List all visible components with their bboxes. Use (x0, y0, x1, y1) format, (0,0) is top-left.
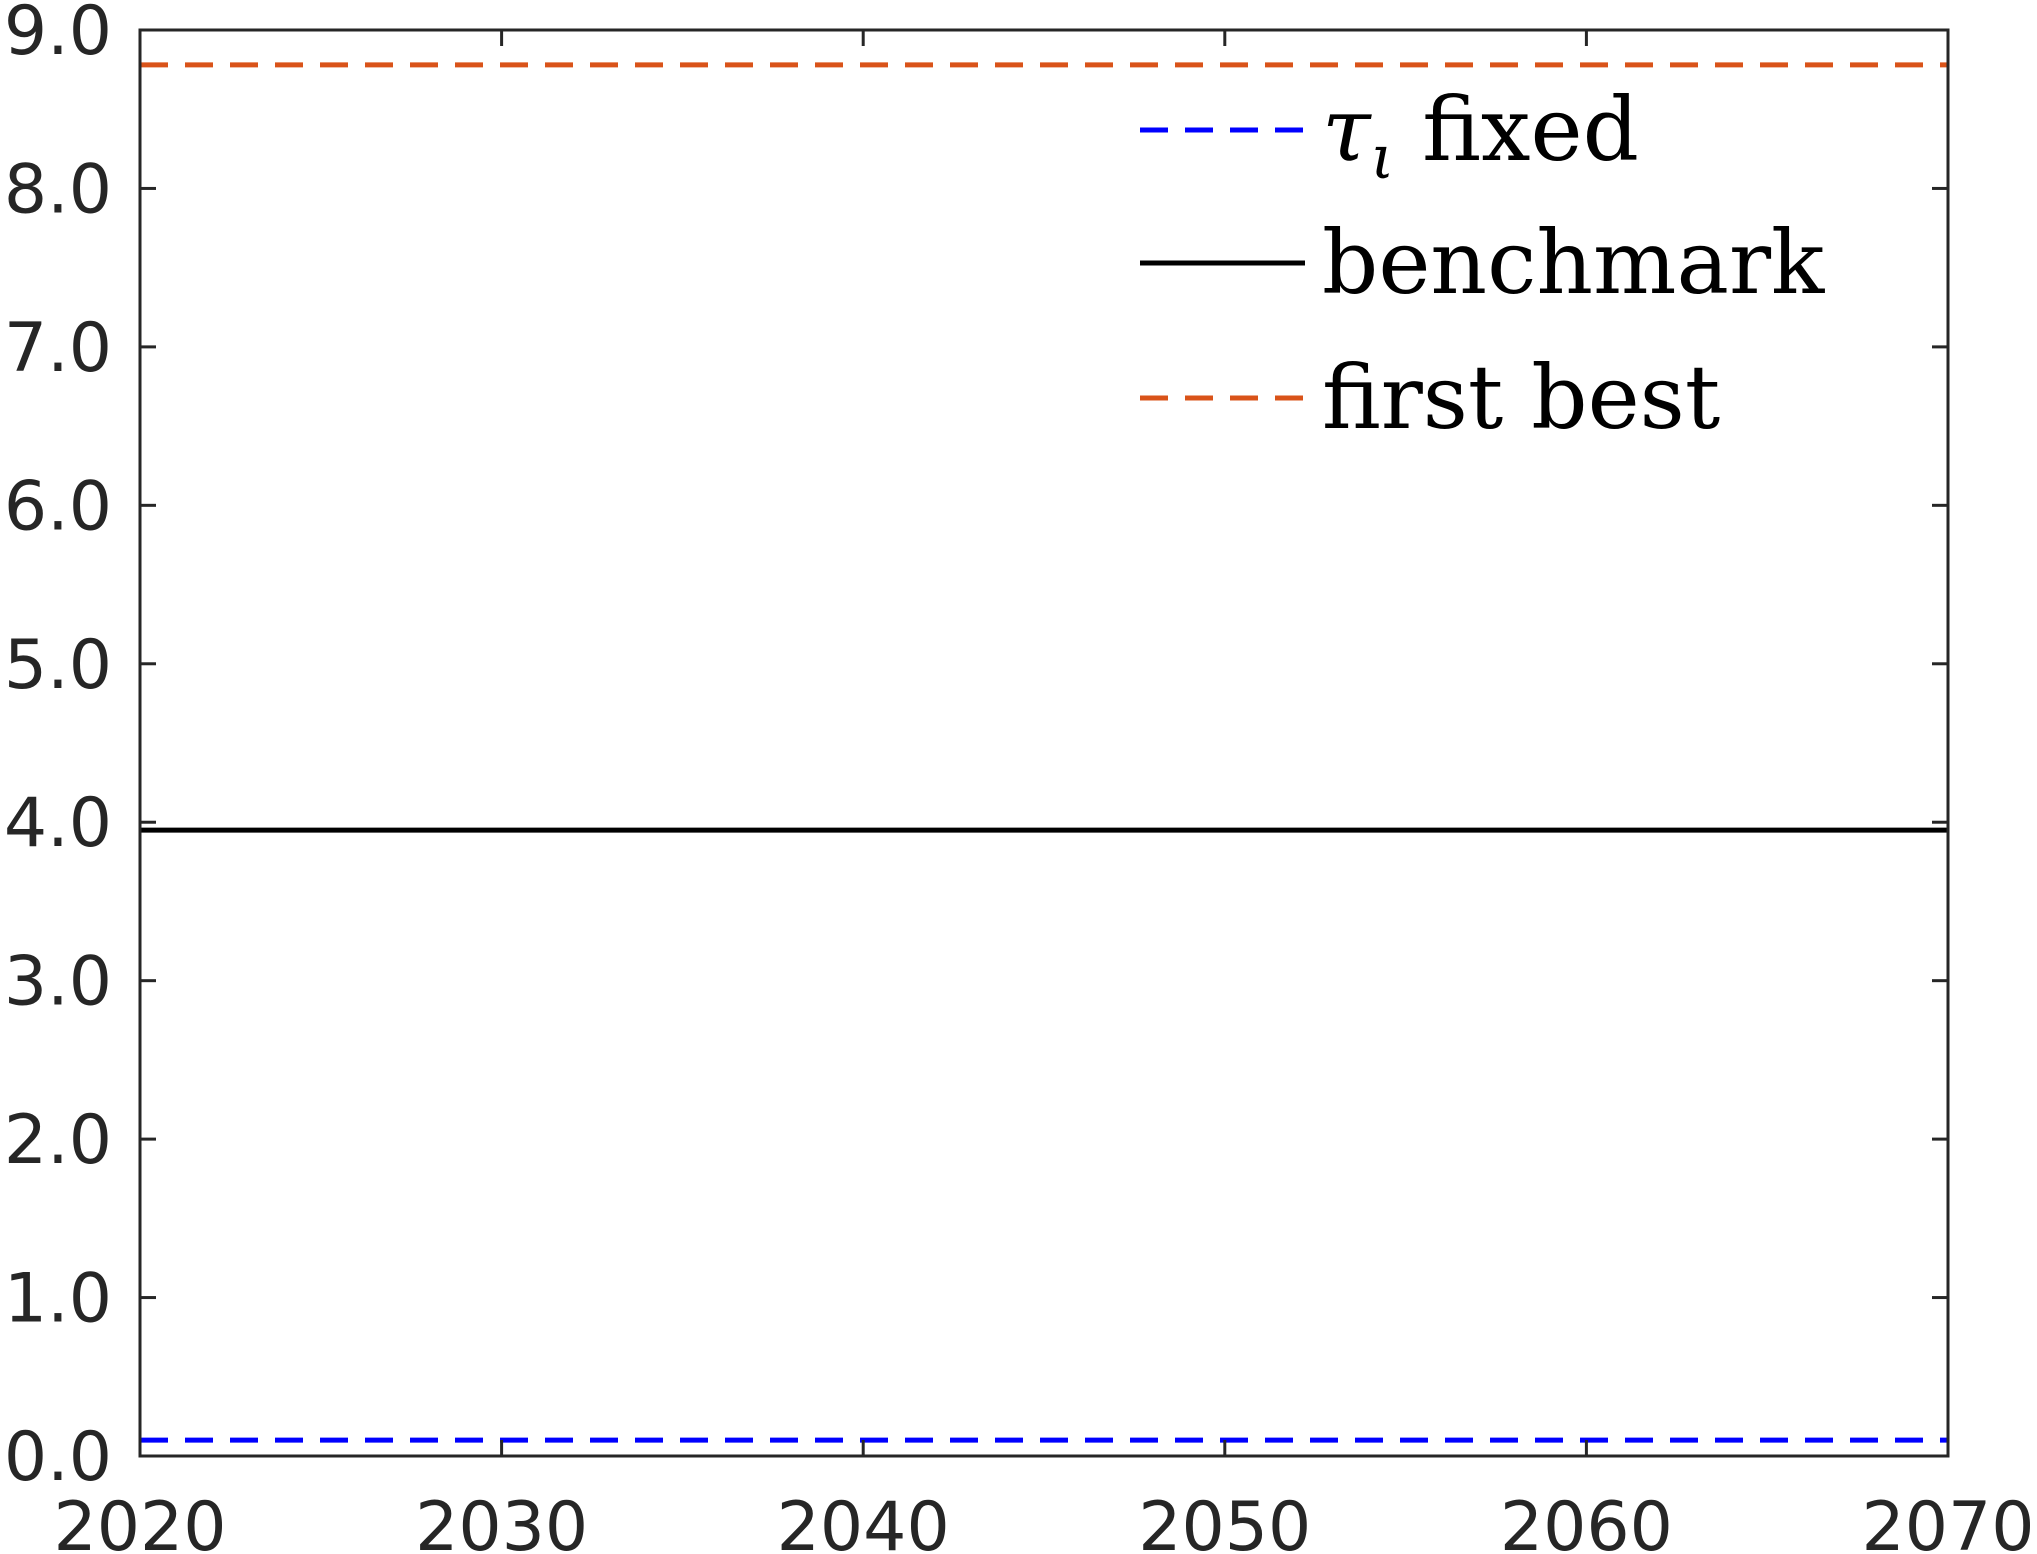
x-tick-label: 2020 (53, 1488, 226, 1554)
y-tick-label: 3.0 (4, 943, 112, 1022)
legend: τι fixed benchmark first best (1140, 78, 1825, 449)
x-tick-label: 2060 (1500, 1488, 1673, 1554)
x-tick-label: 2030 (415, 1488, 588, 1554)
plot-area (140, 30, 1948, 1456)
y-tick-label: 6.0 (4, 467, 112, 546)
x-tick-label: 2040 (777, 1488, 950, 1554)
y-tick-label: 8.0 (4, 150, 112, 229)
legend-label-0: τι fixed (1322, 78, 1639, 193)
series-layer (140, 62, 1948, 1443)
x-tick-label: 2050 (1138, 1488, 1311, 1554)
plot-frame (138, 28, 1950, 1458)
ticks-layer: 2020 2030 2040 2050 2060 2070 0.0 1.0 2.0 3.0 4.0 5… (4, 0, 2035, 1554)
y-tick-label: 9.0 (4, 0, 112, 71)
y-tick-label: 7.0 (4, 309, 112, 388)
y-tick-label: 0.0 (4, 1418, 112, 1497)
y-tick-label: 2.0 (4, 1101, 112, 1180)
y-tick-label: 1.0 (4, 1260, 112, 1339)
legend-label-2: first best (1322, 346, 1720, 449)
y-tick-label: 4.0 (4, 784, 112, 863)
x-tick-label: 2070 (1861, 1488, 2034, 1554)
legend-label-1: benchmark (1322, 211, 1825, 314)
y-tick-label: 5.0 (4, 626, 112, 705)
